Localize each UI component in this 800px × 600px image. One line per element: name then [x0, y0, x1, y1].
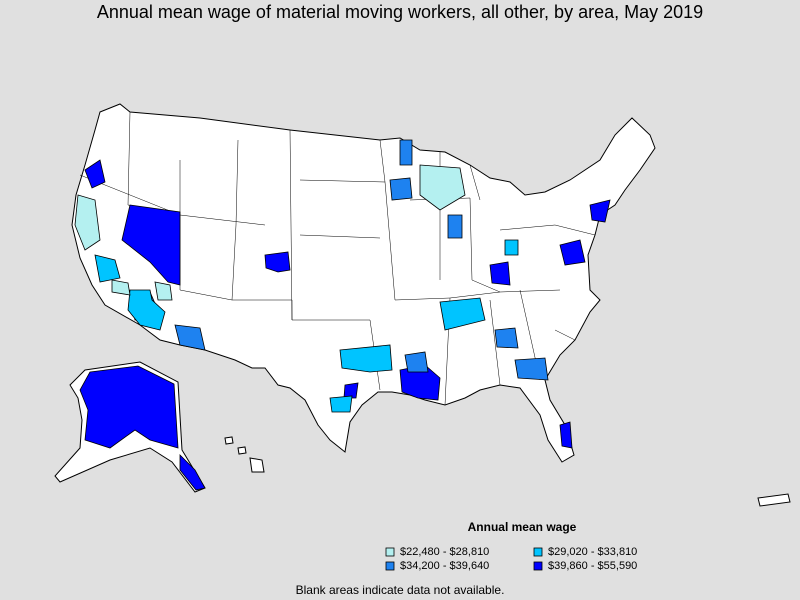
footnote: Blank areas indicate data not available. — [296, 583, 505, 597]
area — [79, 365, 179, 449]
hawaii — [249, 457, 265, 473]
area — [559, 421, 573, 449]
map — [54, 103, 791, 507]
legend-label: $34,200 - $39,640 — [400, 560, 489, 572]
area — [589, 199, 611, 223]
legend-title: Annual mean wage — [468, 520, 577, 534]
puerto-rico — [757, 493, 791, 507]
area — [127, 289, 166, 331]
legend-swatch — [533, 547, 543, 557]
hawaii — [237, 446, 247, 455]
area — [489, 261, 511, 286]
legend-items: $22,480 - $28,810 $29,020 - $33,810 $34,20… — [385, 546, 637, 572]
area — [339, 344, 393, 373]
legend-label: $29,020 - $33,810 — [548, 546, 637, 558]
legend: Annual mean wage $22,480 - $28,810 $29,02… — [385, 520, 637, 572]
area — [94, 254, 121, 283]
area — [559, 239, 586, 266]
area — [514, 357, 549, 381]
area — [174, 324, 206, 351]
area — [343, 382, 359, 399]
area — [179, 454, 206, 491]
legend-swatch — [385, 547, 395, 557]
area — [121, 204, 181, 286]
hawaii — [224, 436, 234, 445]
area — [389, 177, 413, 201]
area — [504, 239, 519, 256]
contiguous-us — [71, 103, 656, 463]
legend-label: $22,480 - $28,810 — [400, 546, 489, 558]
map-title: Annual mean wage of material moving work… — [97, 2, 703, 22]
area — [494, 327, 519, 349]
legend-swatch — [385, 561, 395, 571]
area — [154, 281, 173, 301]
legend-swatch — [533, 561, 543, 571]
area — [111, 279, 131, 296]
legend-label: $39,860 - $55,590 — [548, 560, 637, 572]
area — [399, 139, 413, 166]
area — [84, 159, 106, 189]
area — [404, 351, 429, 373]
area — [264, 251, 291, 273]
area — [447, 214, 463, 239]
area — [74, 194, 101, 251]
area — [329, 395, 353, 413]
area — [419, 164, 466, 211]
area — [439, 297, 486, 331]
